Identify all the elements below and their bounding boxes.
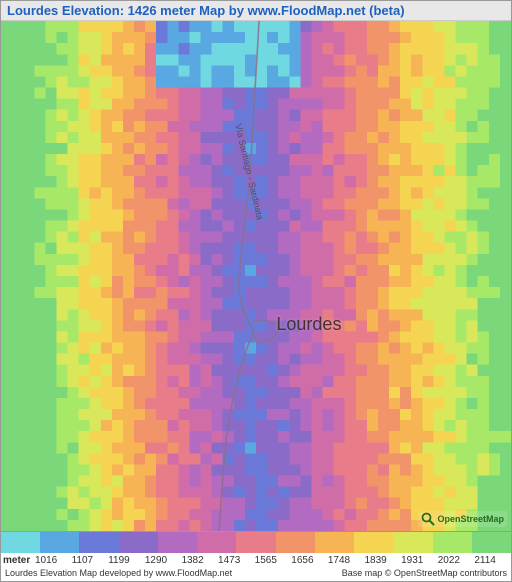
legend-value: 1656 (291, 555, 328, 566)
legend-value: 1016 (35, 555, 72, 566)
osm-badge-text: OpenStreetMap (437, 514, 504, 524)
legend-cell (1, 532, 40, 553)
legend-labels: meter 1016110711991290138214731565165617… (1, 553, 511, 567)
legend-cell (393, 532, 432, 553)
legend-value: 1382 (181, 555, 218, 566)
legend-cell (79, 532, 118, 553)
legend-value: 2022 (438, 555, 475, 566)
legend-value: 1199 (108, 555, 145, 566)
credit-right: Base map © OpenStreetMap contributors (342, 568, 507, 581)
legend-value: 1839 (364, 555, 401, 566)
legend-value: 1748 (328, 555, 365, 566)
page-title: Lourdes Elevation: 1426 meter Map by www… (1, 1, 511, 21)
legend-value: 1290 (145, 555, 182, 566)
legend-cell (158, 532, 197, 553)
legend-cell (472, 532, 511, 553)
legend-cell (40, 532, 79, 553)
city-label: Lourdes (276, 314, 341, 335)
legend-cell (315, 532, 354, 553)
road-path (1, 21, 511, 531)
legend-cell (119, 532, 158, 553)
legend-color-strip (1, 531, 511, 553)
legend-cell (276, 532, 315, 553)
legend-value: 1931 (401, 555, 438, 566)
legend-cell (354, 532, 393, 553)
osm-badge[interactable]: OpenStreetMap (418, 511, 507, 527)
legend-cell (197, 532, 236, 553)
legend-value: 1107 (72, 555, 109, 566)
legend-value: 1473 (218, 555, 255, 566)
legend-value: 2114 (474, 555, 511, 566)
credit-left: Lourdes Elevation Map developed by www.F… (5, 568, 232, 581)
legend-cell (433, 532, 472, 553)
legend-unit: meter (1, 555, 35, 566)
legend-value: 1565 (255, 555, 292, 566)
legend-cell (236, 532, 275, 553)
credits-bar: Lourdes Elevation Map developed by www.F… (1, 567, 511, 581)
elevation-map: Vía Santiago - Sardinata Lourdes OpenStr… (1, 21, 511, 531)
magnifier-icon (421, 512, 435, 526)
